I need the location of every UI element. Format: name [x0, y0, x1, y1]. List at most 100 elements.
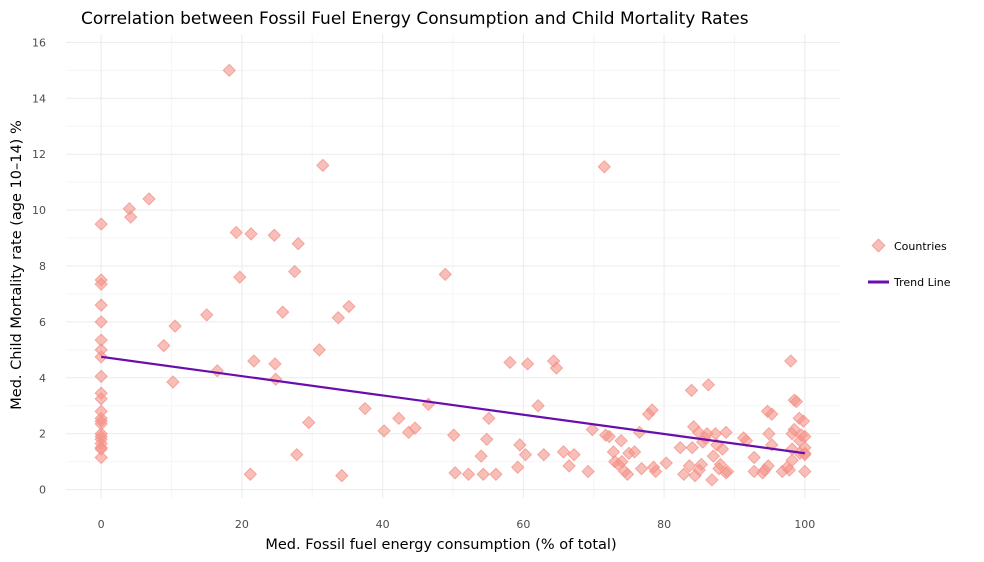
data-point: [268, 357, 282, 371]
data-point: [761, 459, 775, 473]
data-point: [290, 447, 304, 462]
data-point: [489, 467, 503, 481]
data-point: [482, 411, 496, 426]
data-point: [719, 425, 733, 440]
data-point: [606, 445, 621, 459]
data-point: [392, 411, 406, 426]
legend-countries-label: Countries: [894, 240, 947, 253]
y-tick-label: 10: [32, 204, 46, 217]
data-point: [446, 428, 461, 442]
data-point: [377, 424, 391, 438]
data-point: [784, 354, 798, 368]
data-point: [782, 463, 797, 477]
data-point: [701, 378, 716, 392]
data-point: [267, 228, 281, 242]
data-point: [762, 427, 776, 441]
data-point: [682, 459, 697, 473]
data-point: [627, 445, 642, 459]
data-point: [94, 298, 108, 312]
x-axis-title: Med. Fossil fuel energy consumption (% o…: [265, 537, 616, 553]
legend: Countries Trend Line: [868, 238, 951, 289]
y-tick-label: 4: [39, 372, 46, 385]
data-point: [796, 414, 811, 428]
data-point: [200, 308, 214, 322]
data-point: [448, 466, 462, 480]
data-point: [94, 450, 108, 465]
x-tick-label: 80: [657, 518, 671, 531]
x-tick-labels: 0 20 40 60 80 100: [98, 518, 816, 531]
data-point: [634, 461, 649, 476]
data-point: [765, 407, 779, 421]
data-point: [597, 160, 611, 174]
x-tick-label: 40: [376, 518, 390, 531]
data-point: [247, 354, 261, 368]
data-point: [222, 63, 236, 78]
data-point: [537, 447, 551, 462]
data-point: [789, 394, 804, 409]
data-point: [233, 270, 247, 284]
data-point: [520, 357, 535, 371]
data-point: [685, 440, 699, 455]
data-point: [342, 299, 356, 314]
data-point: [513, 438, 527, 452]
y-tick-labels: 0 2 4 6 8 10 12 14 16: [32, 36, 46, 496]
legend-trend-line-label: Trend Line: [893, 276, 951, 289]
data-point: [684, 383, 699, 398]
data-point: [94, 217, 108, 231]
data-point: [331, 311, 346, 325]
y-tick-label: 8: [39, 260, 46, 273]
data-point: [438, 267, 452, 282]
chart-title: Correlation between Fossil Fuel Energy C…: [81, 9, 749, 29]
data-point: [706, 449, 721, 463]
data-point: [316, 158, 330, 173]
data-point: [474, 449, 488, 463]
y-tick-label: 14: [32, 92, 46, 105]
y-tick-label: 6: [39, 316, 46, 329]
data-point: [229, 225, 243, 240]
data-point: [94, 369, 108, 384]
x-tick-label: 100: [794, 518, 815, 531]
trend-line-layer: [101, 355, 805, 455]
data-point: [585, 422, 600, 437]
data-point: [720, 464, 735, 479]
data-point: [549, 361, 564, 375]
data-point: [659, 456, 673, 470]
data-point: [94, 315, 108, 329]
data-point: [677, 467, 691, 481]
data-point: [620, 467, 635, 481]
data-point: [645, 403, 659, 417]
data-point: [503, 355, 517, 370]
data-point: [785, 453, 799, 467]
data-point: [705, 473, 719, 487]
data-point: [476, 467, 490, 481]
data-point: [276, 305, 290, 319]
data-point: [408, 421, 422, 435]
data-point: [614, 433, 628, 448]
x-tick-label: 0: [98, 518, 105, 531]
data-point: [358, 401, 372, 416]
y-tick-label: 16: [32, 36, 46, 49]
data-point: [94, 277, 108, 291]
data-point: [798, 464, 812, 479]
data-point: [166, 375, 180, 389]
trend-line: [101, 355, 805, 455]
data-point: [798, 440, 812, 455]
data-point: [291, 236, 305, 251]
data-point: [673, 440, 687, 455]
data-point: [694, 457, 709, 472]
data-point: [648, 464, 663, 479]
data-point: [157, 338, 171, 353]
data-point: [461, 467, 476, 481]
data-point: [124, 210, 138, 224]
data-point: [715, 442, 730, 456]
x-tick-label: 60: [516, 518, 530, 531]
data-point: [142, 192, 156, 206]
data-point: [562, 459, 576, 473]
data-point: [747, 450, 761, 465]
data-point: [335, 468, 349, 483]
x-tick-label: 20: [235, 518, 249, 531]
data-point: [287, 264, 302, 279]
data-point: [302, 415, 316, 430]
data-point: [581, 464, 595, 479]
data-point: [480, 432, 494, 447]
